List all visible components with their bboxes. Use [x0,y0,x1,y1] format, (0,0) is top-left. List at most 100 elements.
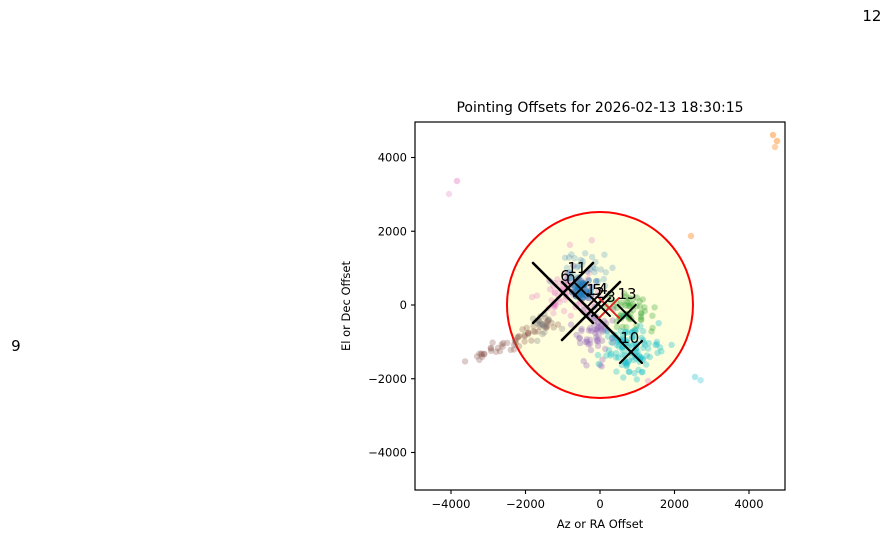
scatter-point [588,327,595,334]
point-label-9: 9 [11,337,21,355]
scatter-point [478,351,485,358]
point-label-2: 2 [595,284,605,302]
point-label-4: 4 [598,280,608,298]
scatter-point [567,269,574,276]
scatter-point [638,369,645,376]
outlier-point [769,131,777,139]
scatter-point [585,327,593,334]
scatter-point [628,334,636,342]
scatter-point [534,337,541,344]
scatter-point [582,250,589,257]
scatter-point [498,341,505,348]
scatter-point [601,282,609,289]
scatter-point [595,360,602,368]
scatter-point [567,312,574,319]
scatter-point [510,346,518,353]
scatter-point [619,346,626,353]
scatter-point [563,276,571,283]
scatter-point [560,307,568,315]
scatter-point [585,341,592,348]
scatter-point [494,344,502,352]
y-tick-label: 0 [400,298,407,312]
scatter-point [625,302,632,309]
scatter-point [476,350,483,357]
x-tick-label: 0 [596,497,603,511]
scatter-point [529,293,536,301]
scatter-point [525,329,532,337]
cross-marker [616,303,637,324]
scatter-point [550,324,557,331]
scatter-point [615,354,622,361]
scatter-point [587,346,595,354]
scatter-point [626,368,633,375]
scatter-point [544,318,551,325]
outlier-point [771,143,779,151]
scatter-point [523,324,530,331]
point-label-13: 13 [617,285,636,303]
scatter-point [603,352,610,359]
scatter-point [641,304,648,311]
scatter-point [551,288,559,296]
scatter-point [635,366,642,373]
scatter-point [511,337,518,344]
scatter-point [588,284,596,291]
x-tick-label: −4000 [432,497,471,511]
scatter-point [623,297,630,305]
scatter-point [624,299,631,306]
scatter-point [567,274,574,282]
scatter-point [578,325,585,333]
scatter-point [668,341,675,349]
scatter-point [609,317,616,324]
scatter-point [500,339,507,347]
scatter-point [578,277,585,284]
scatter-point [594,338,602,345]
scatter-point [524,329,532,336]
scatter-point [535,328,542,335]
scatter-point [587,292,595,299]
scatter-point [649,312,656,319]
scatter-point [546,286,554,293]
scatter-point [579,288,586,296]
scatter-point [515,333,522,340]
point-label-5: 5 [592,281,602,299]
scatter-point [630,356,637,364]
scatter-point [609,339,616,346]
scatter-point [613,323,621,331]
scatter-point [645,340,652,347]
scatter-point [595,332,602,340]
scatter-point [651,304,658,311]
scatter-point [565,254,573,261]
scatter-point [570,262,577,269]
scatter-point [630,341,637,348]
scatter-point [615,343,622,350]
scatter-point [629,295,637,302]
scatter-point [566,274,573,282]
scatter-point [602,345,609,353]
scatter-point [633,294,641,301]
outlier-point [697,377,704,384]
scatter-point [599,328,607,335]
scatter-point [548,319,555,326]
scatter-point [510,341,518,348]
scatter-point [621,290,628,297]
y-axis-label: El or Dec Offset [339,261,353,351]
scatter-point [623,338,630,346]
scatter-point [598,327,605,334]
scatter-point [637,310,645,317]
scatter-point [530,323,537,330]
scatter-point [574,287,582,294]
scatter-point [566,241,574,248]
x-tick-label: 2000 [660,497,689,511]
scatter-point [646,353,653,361]
point-label-10: 10 [620,329,639,347]
scatter-point [542,314,549,322]
scatter-point [613,341,621,348]
scatter-point [639,368,646,376]
scatter-point [544,322,551,330]
scatter-point [628,342,636,349]
scatter-point [623,337,630,344]
scatter-point [574,283,581,291]
scatter-point [588,237,595,244]
chart-title: Pointing Offsets for 2026-02-13 18:30:15 [456,100,743,116]
